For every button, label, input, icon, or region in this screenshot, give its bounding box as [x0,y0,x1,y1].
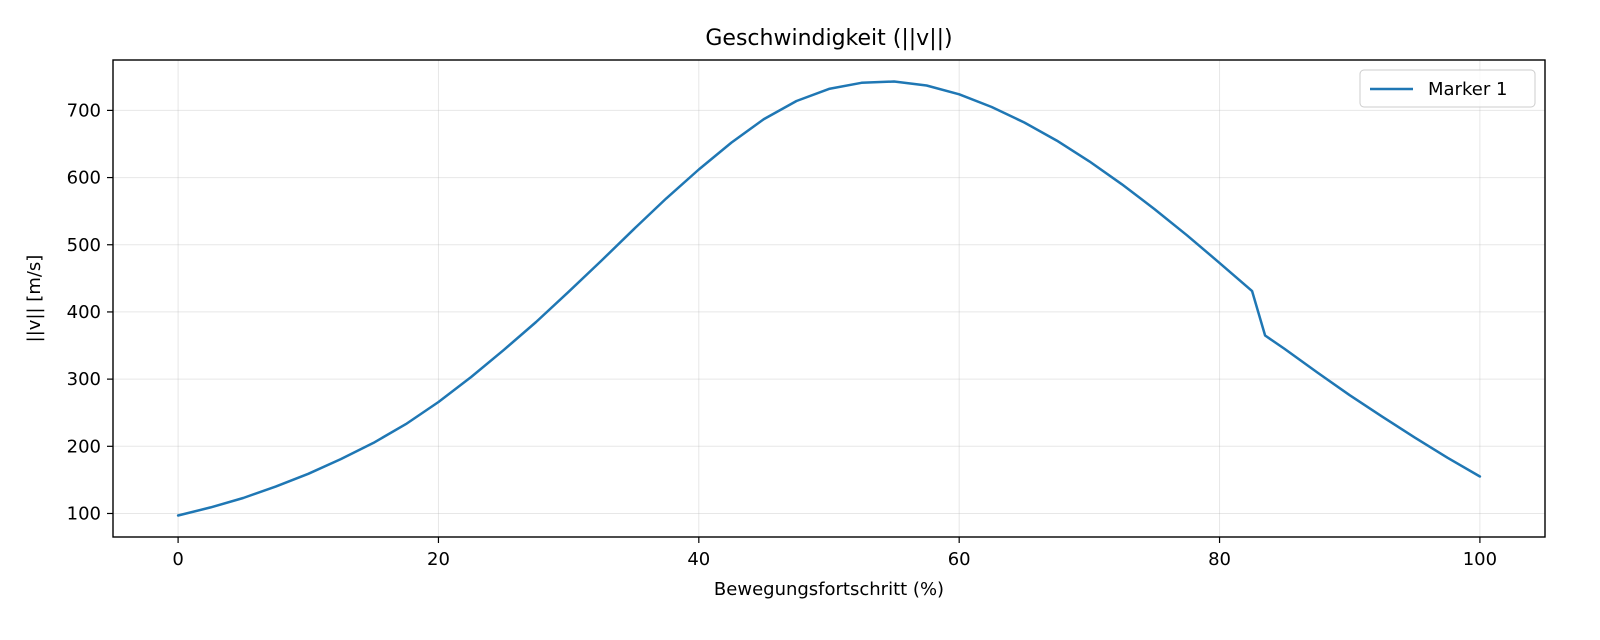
x-tick-label: 20 [427,549,450,570]
x-tick-label: 60 [948,549,971,570]
x-tick-label: 100 [1463,549,1497,570]
legend-box [1359,69,1536,108]
legend-label-marker-1: Marker 1 [1428,79,1507,100]
plot-frame [112,59,1546,538]
grid-lines [113,60,1545,537]
x-tick-label: 40 [687,549,710,570]
y-axis-label: ||v|| [m/s] [24,255,45,343]
x-tick-label: 80 [1208,549,1231,570]
axis-ticks: 0 20 40 60 80 100 100 200 300 400 500 600 700 [67,100,1497,570]
y-tick-label: 700 [67,100,101,121]
y-tick-label: 500 [67,235,101,256]
x-tick-label: 0 [172,549,183,570]
legend: Marker 1 [1359,69,1536,108]
x-axis-label: Bewegungsfortschritt (%) [714,579,944,600]
series-lines [176,80,1482,517]
y-tick-label: 600 [67,168,101,189]
y-tick-label: 200 [67,436,101,457]
y-tick-label: 300 [67,369,101,390]
y-tick-label: 100 [67,503,101,524]
series-line-1 [176,80,1482,517]
y-tick-label: 400 [67,302,101,323]
chart-title: Geschwindigkeit (||v||) [705,26,952,51]
